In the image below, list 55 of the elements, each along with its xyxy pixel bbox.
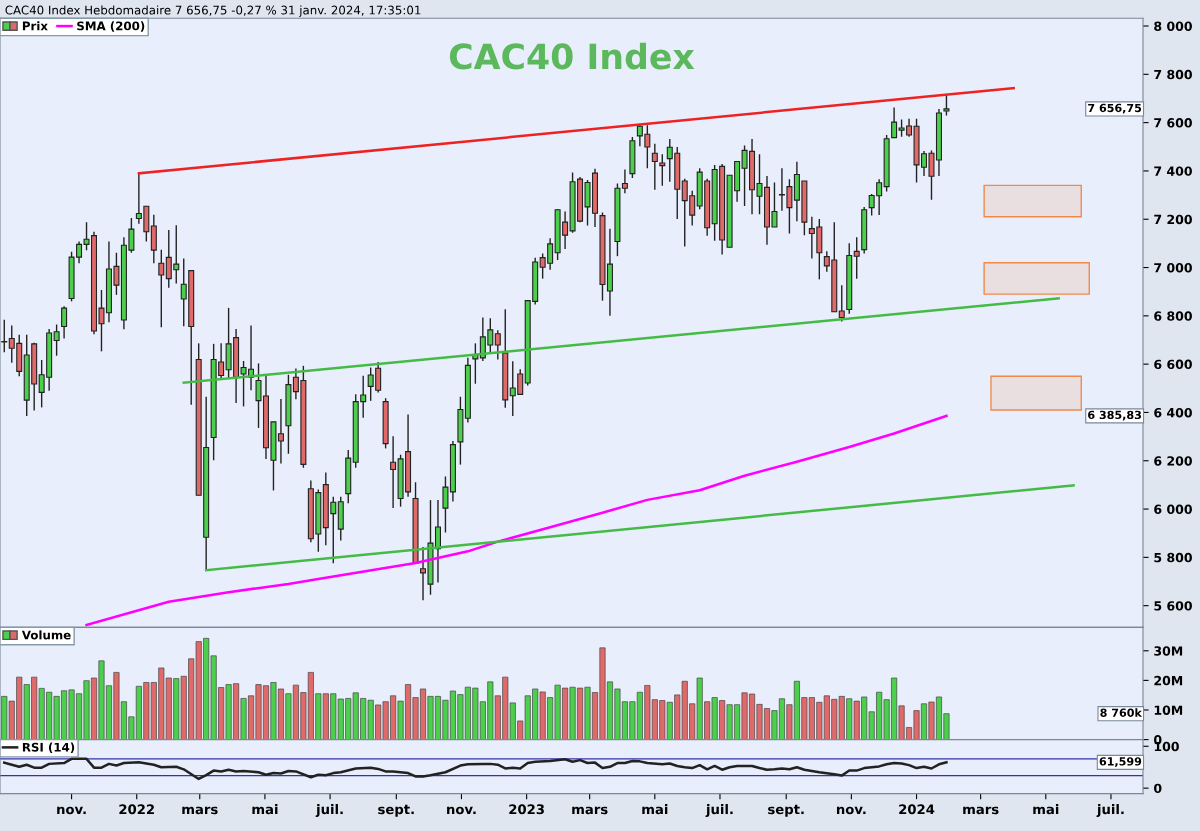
candlestick	[1, 319, 8, 354]
x-tick-label: 2024	[899, 804, 935, 815]
legend-label: Volume	[21, 630, 71, 640]
candlestick	[659, 153, 666, 187]
y-tick-label: 30M	[1154, 646, 1183, 656]
x-tick-label: mai	[1033, 804, 1059, 815]
x-tick-label: sept.	[378, 804, 414, 817]
y-tick-label: 0	[1154, 783, 1162, 794]
x-tick-label: nov.	[447, 806, 476, 815]
x-tick-label: mars	[182, 806, 218, 815]
legend-label: SMA (200)	[77, 21, 145, 32]
line-series	[85, 414, 948, 627]
legend-label: RSI (14)	[22, 742, 75, 754]
y-tick-label: 7 800	[1154, 69, 1192, 80]
y-tick-label: 8 000	[1154, 21, 1192, 31]
y-tick-label: 7 400	[1154, 166, 1192, 176]
annotation: 7 656,75	[1088, 103, 1142, 114]
chart-subtitle: CAC40 Index Hebdomadaire 7 656,75 -0,27 % 31 janv. 2024, 17:35:01	[5, 5, 421, 17]
x-tick-label: mars	[572, 806, 608, 815]
annotation: 8 760k	[1100, 708, 1143, 717]
y-tick-label: 5 800	[1154, 552, 1192, 563]
legend-label: Prix	[22, 21, 48, 31]
candlestick	[651, 142, 658, 191]
candlestick	[494, 329, 501, 361]
annotation: 6 385,83	[1088, 410, 1141, 421]
candlestick	[53, 323, 60, 357]
y-tick-label: 6 400	[1154, 407, 1192, 418]
x-tick-label: juil.	[1096, 804, 1124, 817]
y-tick-label: 6 200	[1154, 456, 1192, 466]
x-tick-label: mai	[252, 804, 278, 815]
text: CAC40 Index	[449, 42, 695, 70]
candlestick	[158, 248, 165, 328]
y-tick-label: 20M	[1154, 675, 1183, 686]
x-tick-label: mars	[963, 806, 999, 815]
y-tick-label: 6 600	[1154, 359, 1192, 370]
y-tick-label: 10M	[1154, 705, 1183, 715]
y-tick-label: 7 200	[1154, 214, 1192, 225]
candlestick	[943, 94, 950, 117]
x-tick-label: juil.	[705, 804, 733, 817]
x-tick-label: 2023	[509, 804, 544, 815]
x-tick-label: nov.	[57, 806, 86, 815]
x-tick-label: sept.	[768, 804, 804, 817]
candlestick	[61, 305, 68, 340]
x-tick-label: 2022	[119, 804, 154, 815]
y-tick-label: 5 600	[1154, 601, 1192, 611]
annotation: 61,599	[1099, 757, 1142, 768]
y-tick-label: 7 000	[1154, 263, 1192, 273]
y-tick-label: 6 800	[1154, 311, 1192, 321]
y-tick-label: 6 000	[1154, 504, 1192, 514]
x-tick-label: nov.	[836, 806, 866, 815]
line-series	[3, 757, 948, 781]
x-tick-label: mai	[642, 804, 668, 815]
y-tick-label: 7 600	[1154, 118, 1192, 128]
x-tick-label: juil.	[315, 804, 343, 817]
candlestick	[853, 236, 860, 280]
